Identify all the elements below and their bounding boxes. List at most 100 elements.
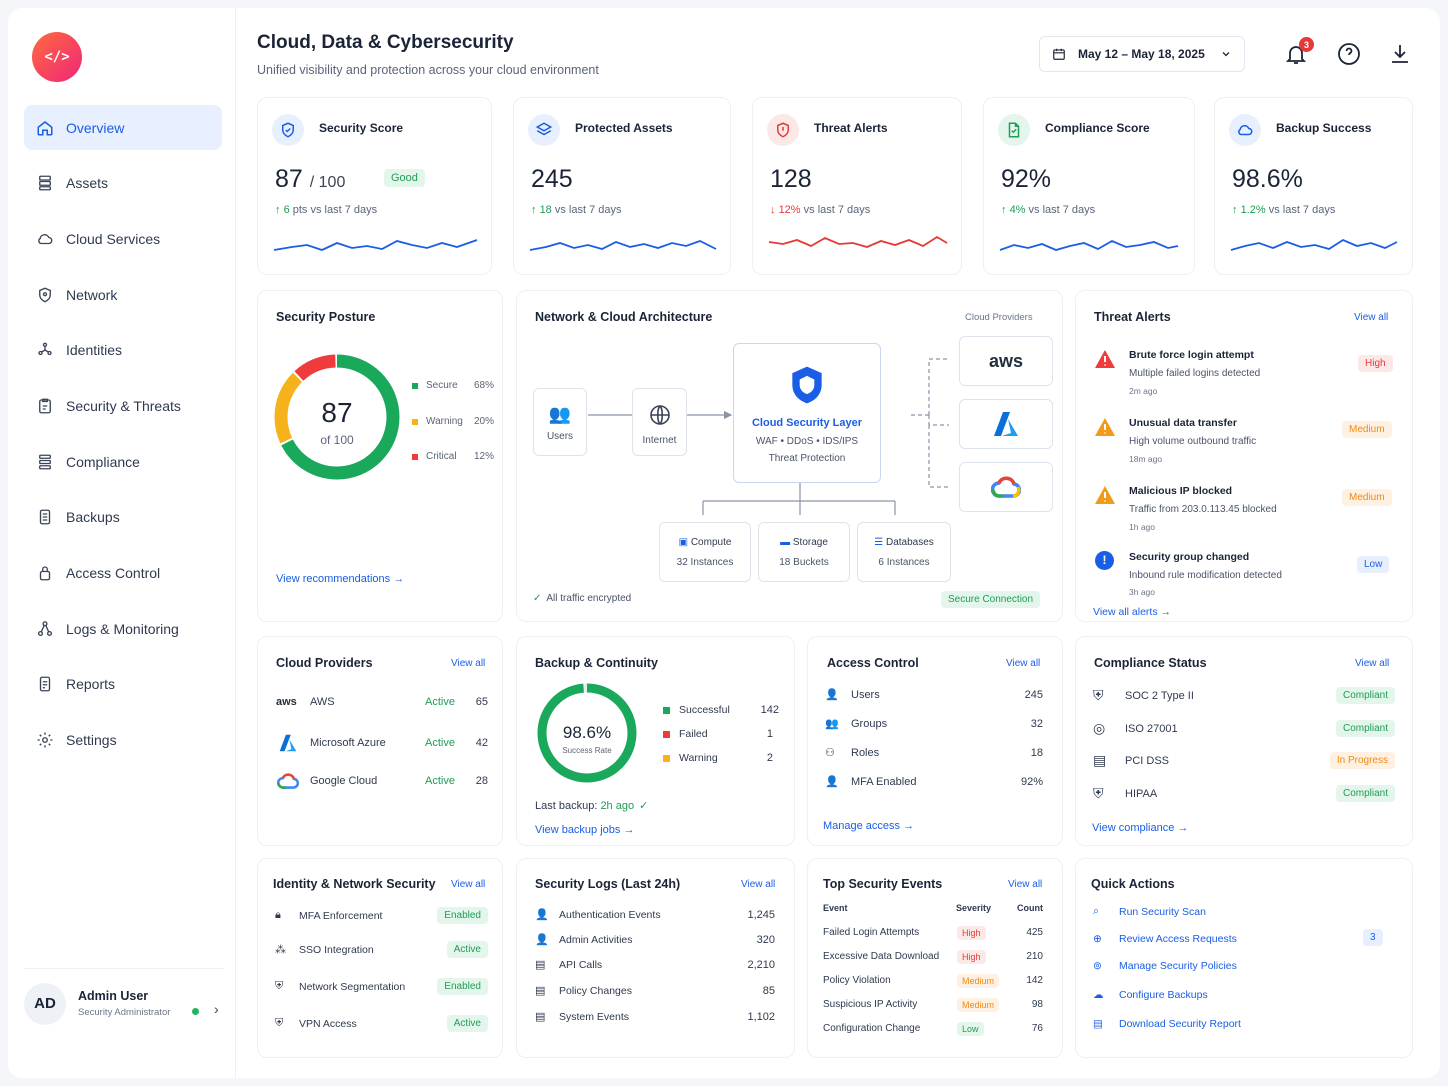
identity-row[interactable]: ⛨ Network Segmentation Enabled — [275, 978, 488, 995]
provider-status: Active — [425, 775, 455, 787]
identity-row[interactable]: ⁂ SSO Integration Active — [275, 941, 488, 958]
sidebar-item-access-control[interactable]: Access Control — [24, 551, 222, 596]
quick-action-run-scan[interactable]: ⌕ Run Security Scan — [1093, 905, 1206, 918]
access-row-groups[interactable]: 👥 Groups 32 — [825, 717, 1043, 731]
view-all-link[interactable]: View all — [451, 879, 486, 890]
view-all-link[interactable]: View all — [741, 879, 776, 890]
quick-action-manage-policies[interactable]: ⊚ Manage Security Policies — [1093, 960, 1237, 972]
log-row[interactable]: ▤ Policy Changes 85 — [535, 984, 775, 998]
provider-row[interactable]: Microsoft Azure Active 42 — [276, 734, 488, 752]
view-all-link[interactable]: View all — [451, 658, 486, 669]
compute-node[interactable]: ▣ Compute 32 Instances — [659, 522, 751, 582]
kpi-card-backup-success[interactable]: Backup Success 98.6% ↑ 1.2% vs last 7 da… — [1214, 97, 1413, 275]
kpi-delta: ↑ 1.2% vs last 7 days — [1232, 204, 1335, 216]
view-compliance-link[interactable]: View compliance → — [1092, 822, 1188, 834]
view-all-link[interactable]: View all — [1355, 658, 1390, 669]
sidebar-item-settings[interactable]: Settings — [24, 718, 222, 763]
sidebar-item-network[interactable]: Network — [24, 272, 222, 317]
sidebar-item-security-threats[interactable]: Security & Threats — [24, 383, 222, 428]
download-icon[interactable] — [1388, 42, 1412, 66]
alert-item[interactable]: Malicious IP blocked Traffic from 203.0.… — [1094, 485, 1394, 537]
quick-action-download-report[interactable]: ▤ Download Security Report — [1093, 1018, 1241, 1030]
identity-row[interactable]: 🔒︎ MFA Enforcement Enabled — [275, 907, 488, 924]
compliance-status: Compliant — [1335, 785, 1395, 802]
view-all-link[interactable]: View all — [1006, 658, 1041, 669]
user-profile[interactable]: AD Admin User Security Administrator › — [24, 968, 224, 1038]
log-row[interactable]: 👤 Admin Activities 320 — [535, 933, 775, 947]
manage-access-link[interactable]: Manage access → — [823, 820, 914, 832]
api-icon: ▤ — [535, 959, 546, 971]
view-all-link[interactable]: View all — [1354, 312, 1389, 323]
document-check-icon — [998, 114, 1030, 146]
sidebar-item-cloud-services[interactable]: Cloud Services — [24, 216, 222, 261]
databases-node[interactable]: ☰ Databases 6 Instances — [857, 522, 951, 582]
card-title: Network & Cloud Architecture — [535, 310, 713, 324]
access-row-users[interactable]: 👤 Users 245 — [825, 688, 1043, 702]
severity-badge: High — [1358, 355, 1393, 372]
alert-item[interactable]: Brute force login attempt Multiple faile… — [1094, 349, 1394, 401]
compliance-row[interactable]: ⛨ HIPAA Compliant — [1093, 785, 1395, 802]
alert-item[interactable]: ! Security group changed Inbound rule mo… — [1094, 551, 1394, 599]
table-row[interactable]: Excessive Data Download High 210 — [823, 949, 1043, 964]
users-node[interactable]: 👥 Users — [533, 388, 587, 456]
success-rate: 98.6% — [563, 723, 611, 742]
sidebar-item-identities[interactable]: Identities — [24, 328, 222, 373]
alert-triangle-icon — [1095, 350, 1115, 368]
alert-item[interactable]: Unusual data transfer High volume outbou… — [1094, 417, 1394, 469]
table-row[interactable]: Failed Login Attempts High 425 — [823, 925, 1043, 940]
card-title: Access Control — [827, 656, 919, 670]
sidebar-item-compliance[interactable]: Compliance — [24, 439, 222, 484]
access-row-mfa[interactable]: 👤 MFA Enabled 92% — [825, 775, 1043, 789]
quick-action-configure-backups[interactable]: ☁ Configure Backups — [1093, 989, 1208, 1001]
compliance-row[interactable]: ▤ PCI DSS In Progress — [1093, 752, 1395, 769]
kpi-card-protected-assets[interactable]: Protected Assets 245 ↑ 18 vs last 7 days — [513, 97, 731, 275]
legend-swatch — [412, 418, 418, 425]
cloud-icon: ☁ — [1093, 989, 1104, 1001]
app-logo[interactable]: </> — [32, 32, 82, 82]
secure-connection-badge: Secure Connection — [941, 591, 1041, 608]
success-rate-label: Success Rate — [562, 746, 612, 755]
bell-icon[interactable] — [1284, 42, 1308, 66]
sidebar-item-overview[interactable]: Overview — [24, 105, 222, 150]
sidebar-item-assets[interactable]: Assets — [24, 161, 222, 206]
access-row-roles[interactable]: ⚇ Roles 18 — [825, 746, 1043, 760]
security-posture-card: Security Posture 87 of 100 Secure 68% War… — [257, 290, 503, 622]
log-row[interactable]: ▤ API Calls 2,210 — [535, 958, 775, 972]
view-all-link[interactable]: View all — [1008, 879, 1043, 890]
identity-row[interactable]: ⛨ VPN Access Active — [275, 1015, 488, 1032]
provider-row[interactable]: aws AWS Active 65 — [276, 696, 488, 708]
azure-logo[interactable] — [959, 399, 1053, 449]
kpi-delta: ↑ 4% vs last 7 days — [1001, 204, 1095, 216]
quick-action-review-access[interactable]: ⊕ Review Access Requests 3 — [1093, 929, 1395, 946]
compliance-row[interactable]: ⛨ SOC 2 Type II Compliant — [1093, 687, 1395, 704]
provider-row[interactable]: Google Cloud Active 28 — [276, 773, 488, 789]
kpi-delta-value: 4% — [1009, 204, 1026, 216]
aws-logo[interactable]: aws — [959, 336, 1053, 386]
legend-label: Warning — [679, 752, 718, 764]
internet-node[interactable]: Internet — [632, 388, 687, 456]
view-all-alerts-link[interactable]: View all alerts → — [1093, 606, 1171, 618]
date-range-picker[interactable]: May 12 – May 18, 2025 — [1039, 36, 1245, 72]
kpi-card-threat-alerts[interactable]: Threat Alerts 128 ↓ 12% vs last 7 days — [752, 97, 962, 275]
kpi-card-security-score[interactable]: Security Score 87 / 100 Good ↑ 6 pts vs … — [257, 97, 492, 275]
chevron-right-icon[interactable]: › — [214, 1001, 219, 1017]
log-row[interactable]: 👤 Authentication Events 1,245 — [535, 908, 775, 922]
kpi-label: Compliance Score — [1045, 121, 1150, 135]
identity-status: Active — [446, 941, 488, 958]
google-cloud-logo[interactable] — [959, 462, 1053, 512]
table-row[interactable]: Configuration Change Low 76 — [823, 1021, 1043, 1036]
storage-node[interactable]: ▬ Storage 18 Buckets — [758, 522, 850, 582]
help-icon[interactable] — [1337, 42, 1361, 66]
view-backup-jobs-link[interactable]: View backup jobs → — [535, 824, 634, 836]
sidebar-item-label: Compliance — [66, 453, 140, 470]
sidebar-item-reports[interactable]: Reports — [24, 662, 222, 707]
log-row[interactable]: ▤ System Events 1,102 — [535, 1010, 775, 1024]
compliance-row[interactable]: ◎ ISO 27001 Compliant — [1093, 720, 1395, 737]
view-recommendations-link[interactable]: View recommendations → — [276, 573, 404, 585]
table-row[interactable]: Policy Violation Medium 142 — [823, 973, 1043, 988]
sidebar-item-backups[interactable]: Backups — [24, 495, 222, 540]
sidebar-item-logs-monitoring[interactable]: Logs & Monitoring — [24, 606, 222, 651]
cloud-security-layer-node[interactable]: Cloud Security Layer WAF • DDoS • IDS/IP… — [733, 343, 881, 483]
table-row[interactable]: Suspicious IP Activity Medium 98 — [823, 997, 1043, 1012]
kpi-card-compliance-score[interactable]: Compliance Score 92% ↑ 4% vs last 7 days — [983, 97, 1195, 275]
